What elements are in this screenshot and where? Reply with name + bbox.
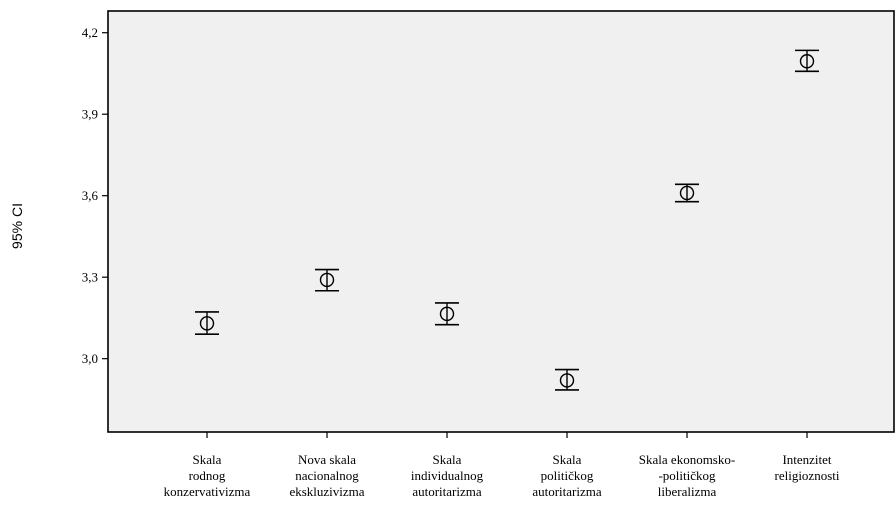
x-tick-label: Intenzitet religioznosti (775, 452, 840, 483)
error-bar (195, 311, 219, 336)
error-bar (795, 49, 819, 73)
x-tick-label: Nova skala nacionalnog ekskluzivizma (289, 452, 364, 499)
error-bar (555, 368, 579, 391)
x-tick-label-line: individualnog (411, 468, 484, 483)
x-tick-label: Skala ekonomsko--političkog liberalizma (639, 452, 735, 499)
x-tick-label-line: religioznosti (775, 468, 840, 483)
mean-marker (559, 373, 575, 388)
x-tick-label-line: političkog (541, 468, 594, 483)
error-bar (435, 302, 459, 326)
y-tick-label: 3,3 (82, 270, 98, 285)
x-tick-label-line: konzervativizma (164, 484, 251, 499)
x-tick-label: Skala individualnog autoritarizma (411, 452, 484, 499)
y-tick-label: 3,0 (82, 351, 98, 366)
y-axis: 3,0 3,3 3,6 3,9 4,2 (82, 25, 108, 366)
y-tick-label: 3,6 (82, 188, 99, 203)
mean-marker (199, 316, 215, 331)
error-bar (315, 268, 339, 292)
x-tick-label: Skala političkog autoritarizma (532, 452, 602, 499)
error-bar (675, 183, 699, 203)
x-tick-label-line: liberalizma (658, 484, 717, 499)
mean-marker (679, 185, 695, 201)
x-tick-label-line: autoritarizma (412, 484, 482, 499)
x-tick-label-line: Skala ekonomsko- (639, 452, 735, 467)
x-tick-label-line: Nova skala (298, 452, 356, 467)
y-axis-label: 95% CI (9, 203, 25, 249)
x-tick-label-line: rodnog (189, 468, 226, 483)
x-tick-label-line: nacionalnog (295, 468, 359, 483)
mean-marker (439, 306, 455, 322)
x-tick-label-line: -političkog (658, 468, 716, 483)
mean-marker (799, 54, 815, 69)
x-tick-label-line: ekskluzivizma (289, 484, 364, 499)
plot-area (107, 10, 895, 433)
x-tick-label-line: Skala (553, 452, 582, 467)
x-tick-label-line: autoritarizma (532, 484, 602, 499)
x-tick-label-line: Intenzitet (782, 452, 831, 467)
x-tick-label: Skala rodnog konzervativizma (164, 452, 251, 499)
mean-marker (319, 272, 335, 288)
y-tick-label: 4,2 (82, 25, 98, 40)
x-tick-label-line: Skala (193, 452, 222, 467)
x-tick-label-line: Skala (433, 452, 462, 467)
error-bars (195, 49, 819, 391)
y-tick-label: 3,9 (82, 107, 98, 122)
